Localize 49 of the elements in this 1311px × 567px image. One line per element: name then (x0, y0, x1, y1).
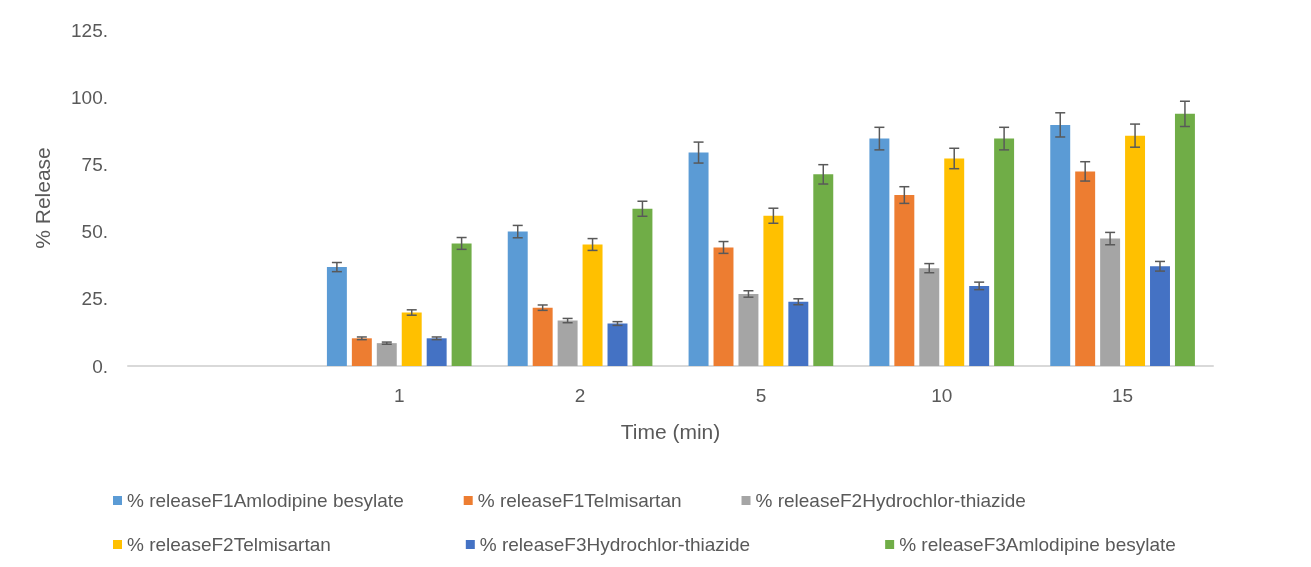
bar (1174, 113, 1195, 366)
x-tick-label: 15 (1112, 385, 1134, 406)
bar (738, 293, 759, 366)
bar (401, 312, 422, 366)
bar (607, 323, 628, 366)
y-tick-label: 25. (81, 288, 108, 310)
x-tick-label: 2 (574, 385, 586, 406)
bar (326, 267, 347, 366)
legend-label: % releaseF2Telmisartan (127, 534, 331, 555)
legend-label: % releaseF3Hydrochlor-thiazide (479, 534, 751, 555)
bar (969, 285, 990, 366)
bar (763, 215, 784, 366)
bar (507, 231, 528, 366)
bar (532, 307, 553, 366)
legend-label: % releaseF3Amlodipine besylate (899, 534, 1176, 555)
bar (919, 268, 940, 366)
bar (582, 244, 603, 366)
x-tick-label: 5 (755, 385, 767, 406)
bar (451, 243, 472, 366)
bar (1125, 135, 1146, 366)
bar (1150, 266, 1170, 366)
bar (788, 301, 809, 366)
bar (688, 152, 709, 366)
bar (1075, 171, 1096, 366)
y-tick-label: 50. (81, 221, 108, 243)
bar (351, 338, 372, 366)
y-tick-label: 0. (92, 355, 108, 377)
bar (713, 247, 734, 366)
y-tick-label: 75. (81, 153, 108, 175)
x-tick-label: 10 (931, 385, 953, 406)
y-tick-label: 100. (71, 86, 108, 108)
bar (632, 208, 653, 366)
bar (994, 138, 1015, 366)
bar (869, 138, 890, 366)
bar (894, 195, 915, 366)
x-tick-label: 1 (393, 385, 405, 406)
y-axis-title: % Release (31, 147, 54, 249)
legend-label: % releaseF2Hydrochlor-thiazide (755, 490, 1026, 511)
legend-label: % releaseF1Amlodipine besylate (127, 490, 404, 511)
bar (944, 158, 965, 366)
bar (376, 343, 397, 366)
x-axis-title: Time (min) (620, 420, 721, 443)
y-tick-label: 125. (71, 19, 108, 41)
bar (1100, 238, 1121, 366)
bar (813, 174, 834, 366)
bar (557, 320, 578, 366)
bar (1050, 124, 1071, 366)
bar (426, 338, 447, 366)
legend-label: % releaseF1Telmisartan (477, 490, 682, 511)
